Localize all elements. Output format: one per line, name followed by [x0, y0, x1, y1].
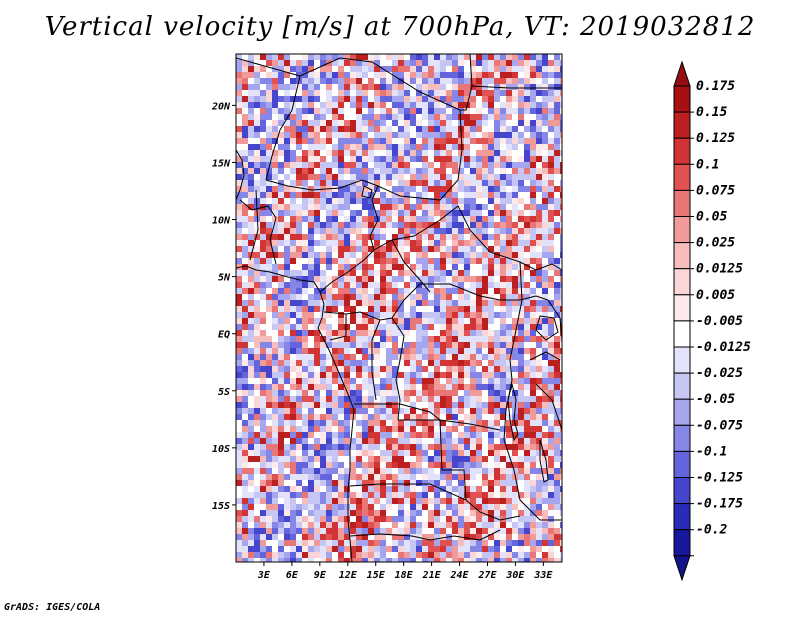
colorbar-swatch	[673, 529, 691, 557]
lon-tick-label: 33E	[533, 570, 553, 581]
lat-tick-label: 10S	[212, 444, 230, 455]
colorbar-label: -0.1	[696, 444, 727, 459]
lake-victoria	[535, 315, 559, 341]
colorbar-swatch	[673, 320, 691, 348]
lat-tick-label: 15S	[212, 501, 230, 512]
colorbar-swatch	[673, 268, 691, 296]
chart-title: Vertical velocity [m/s] at 700hPa, VT: 2…	[44, 12, 756, 42]
lon-tick-label: 24E	[450, 570, 470, 581]
colorbar-label: 0.1	[696, 157, 719, 172]
colorbar-label: -0.2	[696, 523, 727, 538]
lon-tick-label: 3E	[257, 570, 271, 581]
colorbar-label: -0.005	[696, 314, 743, 329]
lon-tick-label: 27E	[477, 570, 497, 581]
colorbar-label: 0.175	[696, 79, 735, 94]
map-frame	[235, 53, 563, 563]
colorbar-swatch	[673, 346, 691, 374]
colorbar-swatch	[673, 398, 691, 426]
colorbar-label: -0.025	[696, 366, 743, 381]
lake-chad	[361, 185, 373, 199]
colorbar-swatch	[673, 372, 691, 400]
colorbar-label: 0.15	[696, 105, 727, 120]
lat-tick-label: 10N	[212, 216, 231, 227]
lon-tick-label: 9E	[314, 570, 327, 581]
map-axes: 20N 15N 10N 5N EQ 5S 10S 15S 3E 6E 9E 12E 15E 18E 21E 2…	[211, 101, 553, 581]
colorbar-swatch	[673, 424, 691, 452]
colorbar-swatch	[673, 111, 691, 139]
colorbar-swatch	[673, 163, 691, 191]
lake-tanganyika	[507, 383, 519, 442]
lon-tick-label: 21E	[422, 570, 442, 581]
lon-tick-label: 12E	[339, 570, 358, 581]
lon-tick-label: 18E	[395, 570, 414, 581]
colorbar-bottom-arrow	[673, 555, 691, 582]
lat-tick-label: 20N	[211, 101, 231, 112]
coastline	[236, 265, 355, 562]
colorbar-label: 0.075	[696, 183, 735, 198]
colorbar-label: 0.05	[696, 210, 727, 225]
colorbar-swatch	[673, 477, 691, 505]
colorbar-label: -0.175	[696, 497, 743, 512]
lake-malawi	[539, 439, 549, 483]
coastline-west	[236, 149, 245, 201]
colorbar-swatch	[673, 189, 691, 217]
grads-credit: GrADS: IGES/COLA	[4, 602, 101, 613]
colorbar-label: -0.05	[696, 392, 735, 407]
vertical-velocity-field	[236, 54, 562, 562]
colorbar-swatch	[673, 85, 691, 113]
colorbar-label: 0.125	[696, 131, 735, 146]
lat-tick-label: EQ	[218, 330, 230, 341]
colorbar-label: -0.0125	[696, 340, 751, 355]
colorbar-label: 0.0125	[696, 262, 743, 277]
country-borders	[236, 54, 562, 562]
colorbar-swatch	[673, 137, 691, 165]
colorbar-label: -0.075	[696, 418, 743, 433]
colorbar-swatch	[673, 216, 691, 244]
lat-tick-label: 5S	[218, 387, 230, 398]
lon-tick-label: 6E	[286, 570, 299, 581]
lat-tick-label: 15N	[212, 158, 231, 169]
colorbar: 0.175 0.15 0.125 0.1 0.075 0.05 0.025 0.0125 0.0…	[673, 60, 751, 582]
colorbar-swatch	[673, 450, 691, 478]
lon-tick-label: 30E	[505, 570, 525, 581]
map-panel: 20N 15N 10N 5N EQ 5S 10S 15S 3E 6E 9E 12E 15E 18E 21E 2…	[211, 53, 563, 581]
colorbar-label: 0.005	[696, 288, 735, 303]
colorbar-swatch	[673, 503, 691, 531]
colorbar-label: -0.125	[696, 471, 743, 486]
lat-tick-label: 5N	[218, 273, 231, 284]
colorbar-swatch	[673, 294, 691, 322]
colorbar-label: 0.025	[696, 236, 735, 251]
colorbar-swatch	[673, 242, 691, 270]
lon-tick-label: 15E	[367, 570, 386, 581]
colorbar-top-arrow	[673, 60, 691, 87]
